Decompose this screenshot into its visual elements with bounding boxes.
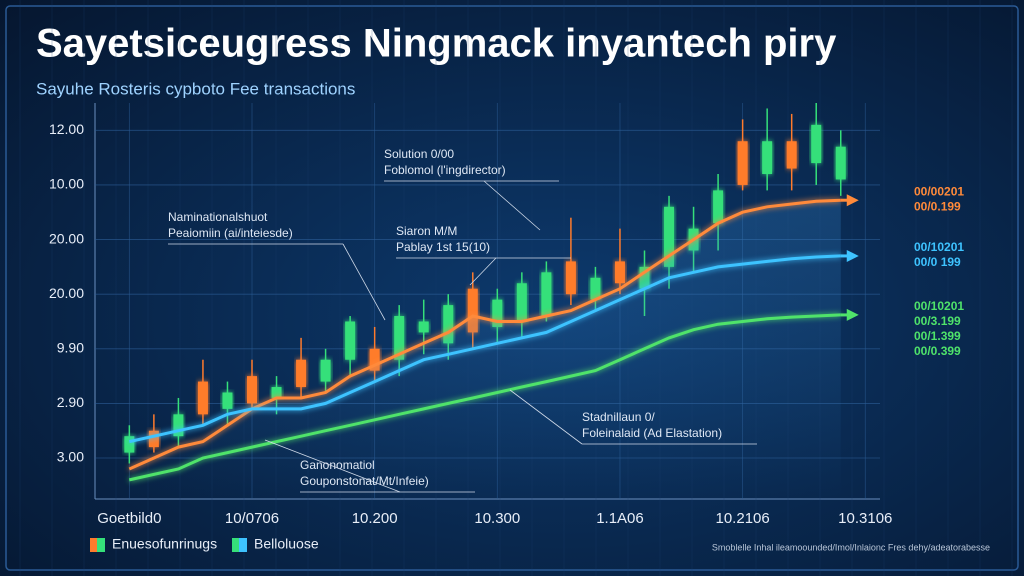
y-tick-label: 9.90: [57, 339, 84, 355]
annotation: Foleinalaid (Ad Elastation): [582, 426, 722, 440]
end-label: 00/3.199: [914, 314, 961, 328]
frame: [5, 5, 1019, 571]
candle-body: [173, 414, 184, 437]
end-label: 00/0 199: [914, 255, 961, 269]
candle-body: [369, 348, 380, 371]
candle-body: [197, 381, 208, 415]
x-tick-label: 1.1A06: [596, 510, 644, 527]
candle-body: [737, 141, 748, 185]
candle-body: [811, 124, 822, 164]
chart-title: Sayetsiceugress Ningmack inyantech piry: [36, 22, 837, 66]
series-line: [128, 198, 841, 471]
annotation: Naminationalshuot: [168, 210, 268, 224]
series-line: [128, 313, 841, 482]
candle-body: [124, 436, 135, 453]
candle-body: [345, 321, 356, 360]
annotation-leader: [509, 389, 583, 445]
candle-body: [762, 141, 773, 175]
candle-body: [786, 141, 797, 169]
candle-body: [296, 359, 307, 388]
annotation: Stadnillaun 0/: [582, 410, 655, 424]
candle-body: [516, 283, 527, 322]
annotation: Gouponstonat/Mt/Infeie): [300, 474, 429, 488]
end-label: 00/0.399: [914, 344, 961, 358]
y-tick-label: 12.00: [49, 121, 84, 137]
candle-body: [418, 321, 429, 333]
y-tick-label: 10.00: [49, 176, 84, 192]
annotation-leader: [483, 180, 541, 231]
arrow-head: [846, 249, 859, 262]
annotation: Siaron M/M: [396, 224, 457, 238]
end-label: 00/10201: [914, 299, 964, 313]
end-label: 00/1.399: [914, 329, 961, 343]
arrow-head: [846, 308, 859, 321]
x-tick-label: 10.300: [474, 510, 520, 527]
candle-body: [394, 316, 405, 360]
candle-body: [614, 261, 625, 284]
x-tick-label: 10/0706: [225, 510, 279, 527]
candle-body: [835, 146, 846, 180]
x-tick-label: 10.3106: [838, 510, 892, 527]
candle-body: [247, 376, 257, 404]
candle-body: [320, 359, 331, 382]
end-label: 00/00201: [914, 184, 964, 198]
end-label: 00/10201: [914, 240, 964, 254]
series-line: [128, 254, 841, 444]
footer: Smoblelle Inhal ileamoounded/Imol/Inlaio…: [712, 542, 990, 552]
legend-swatch: [232, 538, 240, 552]
legend-label: Belloluose: [254, 536, 319, 552]
annotation-leader: [264, 439, 401, 493]
annotation: Pablay 1st 15(10): [396, 240, 490, 254]
series-area: [129, 200, 841, 499]
candle-body: [541, 272, 552, 317]
end-label: 00/0.199: [914, 199, 961, 213]
y-tick-label: 3.00: [57, 449, 84, 465]
candle-body: [492, 299, 503, 327]
candle-body: [565, 261, 576, 295]
y-tick-label: 2.90: [57, 394, 84, 410]
legend-label: Enuesofunrinugs: [112, 536, 217, 552]
x-tick-label: 10.2106: [716, 510, 770, 527]
candle-body: [222, 392, 233, 409]
candle-body: [713, 190, 724, 224]
legend-swatch: [97, 538, 105, 552]
annotation-leader: [342, 243, 386, 321]
legend-swatch: [90, 538, 98, 552]
candle-body: [271, 387, 282, 398]
candle-body: [590, 277, 601, 300]
arrow-head: [846, 194, 859, 207]
candle-body: [467, 288, 478, 333]
legend-swatch: [239, 538, 247, 552]
annotation: Peaiomiin (ai/inteiesde): [168, 226, 293, 240]
annotation: Ganonomatiol: [300, 458, 375, 472]
annotation: Foblomol (l'ingdirector): [384, 163, 506, 177]
candle-body: [664, 206, 675, 267]
x-tick-label: 10.200: [352, 510, 398, 527]
y-tick-label: 20.00: [49, 285, 84, 301]
annotation-leader: [469, 257, 497, 286]
candle-body: [148, 430, 159, 448]
x-tick-label: Goetbild0: [97, 510, 161, 527]
candle-body: [443, 305, 454, 344]
y-tick-label: 20.00: [49, 230, 84, 246]
annotation: Solution 0/00: [384, 147, 454, 161]
